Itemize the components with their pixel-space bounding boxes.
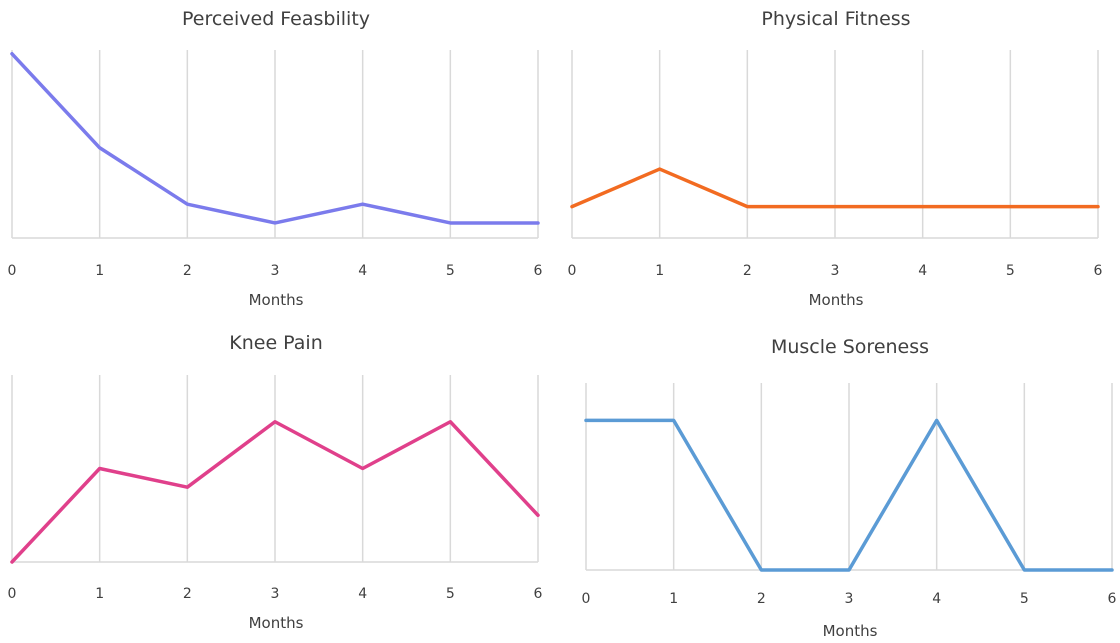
x-tick-label: 3 xyxy=(831,263,840,279)
x-tick-label: 5 xyxy=(446,586,455,602)
x-tick-label: 1 xyxy=(669,591,678,607)
x-tick-label: 0 xyxy=(582,591,591,607)
x-tick-label: 1 xyxy=(655,263,664,279)
x-tick-label: 2 xyxy=(757,591,766,607)
x-tick-label: 0 xyxy=(8,586,17,602)
x-tick-label: 3 xyxy=(845,591,854,607)
chart-title: Physical Fitness xyxy=(761,8,910,30)
x-tick-label: 6 xyxy=(1108,591,1117,607)
grid-lines xyxy=(585,383,1113,571)
series-line xyxy=(570,167,1100,209)
series-line xyxy=(584,418,1114,572)
x-tick-label: 0 xyxy=(568,263,577,279)
x-tick-label: 2 xyxy=(183,263,192,279)
x-tick-labels: 0 1 2 3 4 5 6 xyxy=(8,586,543,602)
x-tick-label: 0 xyxy=(8,263,17,279)
x-tick-label: 4 xyxy=(918,263,927,279)
x-tick-label: 6 xyxy=(534,263,543,279)
x-tick-label: 4 xyxy=(358,586,367,602)
series-line-group xyxy=(570,167,1100,209)
panel-knee-pain: Knee Pain Months 0 1 2 3 4 5 6 xyxy=(8,332,543,632)
x-axis-label: Months xyxy=(249,291,304,309)
series-line-group xyxy=(10,420,540,564)
x-axis-label: Months xyxy=(809,291,864,309)
x-tick-label: 3 xyxy=(271,586,280,602)
x-tick-label: 5 xyxy=(446,263,455,279)
series-line xyxy=(10,420,540,564)
x-tick-label: 4 xyxy=(932,591,941,607)
x-tick-label: 2 xyxy=(743,263,752,279)
x-tick-label: 1 xyxy=(95,586,104,602)
chart-title: Knee Pain xyxy=(229,332,323,354)
x-tick-labels: 0 1 2 3 4 5 6 xyxy=(582,591,1117,607)
x-tick-label: 6 xyxy=(1094,263,1103,279)
series-line-group xyxy=(584,418,1114,572)
panel-muscle-soreness: Muscle Soreness Months 0 1 2 3 4 5 6 xyxy=(582,336,1117,640)
grid-lines xyxy=(11,50,539,239)
x-tick-labels: 0 1 2 3 4 5 6 xyxy=(8,263,543,279)
x-tick-label: 2 xyxy=(183,586,192,602)
panel-physical-fitness: Physical Fitness Months 0 1 2 3 4 5 6 xyxy=(568,8,1103,309)
chart-title: Muscle Soreness xyxy=(771,336,929,358)
x-axis-label: Months xyxy=(823,622,878,640)
chart-title: Perceived Feasbility xyxy=(182,8,370,30)
grid-lines xyxy=(11,375,539,563)
x-axis-label: Months xyxy=(249,614,304,632)
x-tick-labels: 0 1 2 3 4 5 6 xyxy=(568,263,1103,279)
x-tick-label: 3 xyxy=(271,263,280,279)
x-tick-label: 5 xyxy=(1006,263,1015,279)
x-tick-label: 1 xyxy=(95,263,104,279)
grid-lines xyxy=(571,50,1099,239)
x-tick-label: 4 xyxy=(358,263,367,279)
x-tick-label: 5 xyxy=(1020,591,1029,607)
series-line-group xyxy=(10,52,540,225)
x-tick-label: 6 xyxy=(534,586,543,602)
panel-perceived-feasibility: Perceived Feasbility Months 0 1 2 3 4 5 6 xyxy=(8,8,543,309)
series-line xyxy=(10,52,540,225)
